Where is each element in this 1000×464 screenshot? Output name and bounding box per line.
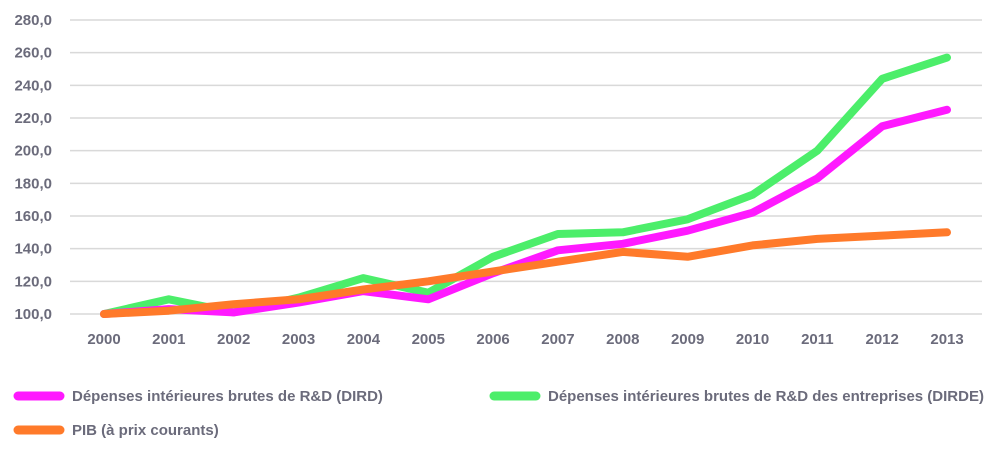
y-tick-label: 220,0	[14, 110, 52, 127]
y-tick-label: 180,0	[14, 175, 52, 192]
legend-label: Dépenses intérieures brutes de R&D (DIRD…	[72, 388, 383, 405]
x-tick-label: 2001	[152, 331, 185, 348]
y-tick-label: 200,0	[14, 143, 52, 160]
x-tick-label: 2007	[541, 331, 574, 348]
x-tick-label: 2010	[736, 331, 769, 348]
legend-label: Dépenses intérieures brutes de R&D des e…	[548, 388, 984, 405]
y-tick-label: 260,0	[14, 45, 52, 62]
x-tick-label: 2002	[217, 331, 250, 348]
x-tick-label: 2012	[866, 331, 899, 348]
x-tick-label: 2013	[930, 331, 963, 348]
series-line-1	[100, 53, 951, 318]
y-axis-ticks: 100,0 120,0 140,0 160,0 180,0 200,0 220,0 240,0…	[14, 12, 52, 323]
y-tick-label: 280,0	[14, 12, 52, 29]
y-tick-label: 160,0	[14, 208, 52, 225]
series-line-2	[100, 228, 951, 318]
x-tick-label: 2005	[412, 331, 445, 348]
x-axis-ticks: 2000 2001 2002 2003 2004 2005 2006 2007 2008 2009…	[87, 331, 963, 348]
x-tick-label: 2009	[671, 331, 704, 348]
x-tick-label: 2000	[87, 331, 120, 348]
x-tick-label: 2008	[606, 331, 639, 348]
y-tick-label: 120,0	[14, 273, 52, 290]
y-tick-label: 140,0	[14, 241, 52, 258]
x-tick-label: 2003	[282, 331, 315, 348]
legend: Dépenses intérieures brutes de R&D (DIRD…	[13, 388, 984, 439]
x-tick-label: 2011	[801, 331, 834, 348]
y-tick-label: 240,0	[14, 77, 52, 94]
series-lines	[100, 53, 951, 318]
y-tick-label: 100,0	[14, 306, 52, 323]
gridlines	[70, 19, 982, 315]
legend-label: PIB (à prix courants)	[72, 422, 219, 439]
x-tick-label: 2006	[476, 331, 509, 348]
x-tick-label: 2004	[347, 331, 381, 348]
series-line-0	[100, 105, 951, 318]
